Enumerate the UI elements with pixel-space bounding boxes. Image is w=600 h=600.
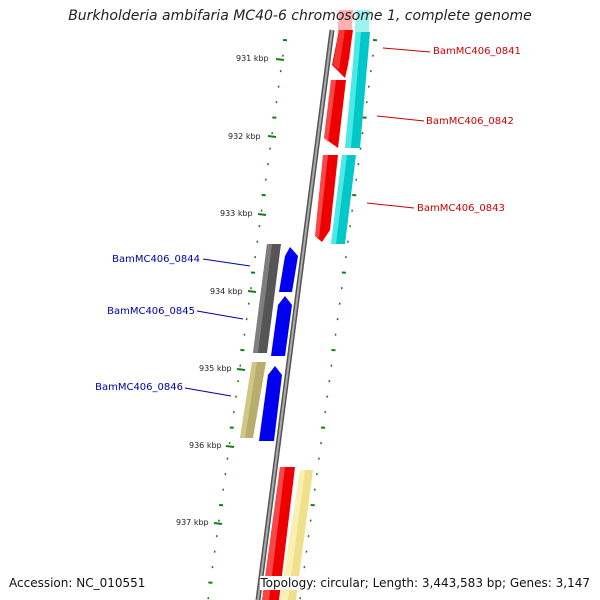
right-gene-labels: BamMC406_0841 BamMC406_0842 BamMC406_084… bbox=[366, 46, 521, 214]
map-title: Burkholderia ambifaria MC40-6 chromosome… bbox=[68, 8, 532, 24]
kbp-label-937: 937 kbp bbox=[176, 518, 209, 527]
kbp-label-936: 936 kbp bbox=[189, 441, 222, 450]
kbp-label-931: 931 kbp bbox=[236, 54, 269, 63]
tick-tracks bbox=[207, 39, 378, 600]
genes-bottom bbox=[262, 467, 313, 600]
gene-0844-body[interactable] bbox=[279, 247, 298, 292]
label-BamMC406-0842[interactable]: BamMC406_0842 bbox=[426, 116, 514, 127]
kbp-ticks bbox=[213, 58, 285, 525]
gene-0845-body[interactable] bbox=[271, 296, 292, 356]
gene-0846-body[interactable] bbox=[259, 366, 282, 441]
kbp-labels: 931 kbp 932 kbp 933 kbp 934 kbp 935 kbp … bbox=[176, 54, 269, 527]
label-BamMC406-0844[interactable]: BamMC406_0844 bbox=[112, 254, 200, 265]
genes-forward bbox=[315, 10, 370, 244]
kbp-label-935: 935 kbp bbox=[199, 364, 232, 373]
kbp-label-932: 932 kbp bbox=[228, 132, 261, 141]
topology-text: Topology: circular; Length: 3,443,583 bp… bbox=[260, 576, 590, 590]
label-BamMC406-0845[interactable]: BamMC406_0845 bbox=[107, 306, 195, 317]
label-BamMC406-0841[interactable]: BamMC406_0841 bbox=[433, 46, 521, 57]
label-BamMC406-0843[interactable]: BamMC406_0843 bbox=[417, 203, 505, 214]
label-BamMC406-0846[interactable]: BamMC406_0846 bbox=[95, 382, 183, 393]
accession-text: Accession: NC_010551 bbox=[9, 576, 146, 590]
kbp-label-933: 933 kbp bbox=[220, 209, 253, 218]
chromosome-backbone-highlight bbox=[257, 29, 333, 600]
genes-reverse bbox=[240, 244, 298, 441]
kbp-label-934: 934 kbp bbox=[210, 287, 243, 296]
left-gene-labels: BamMC406_0844 BamMC406_0845 BamMC406_084… bbox=[95, 254, 251, 397]
